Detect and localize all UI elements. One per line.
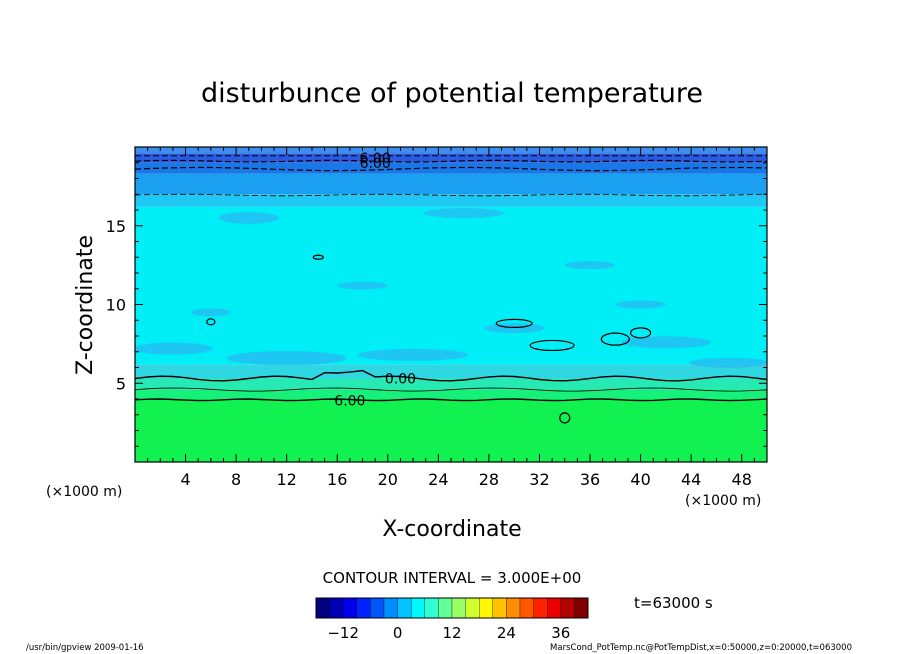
contour-label-2: 6.00 — [360, 151, 391, 167]
colorbar-tick-label: 24 — [497, 624, 516, 642]
x-tick-label: 16 — [327, 470, 347, 489]
colorbar-tick-labels: −12 0 12 24 36 — [327, 624, 570, 642]
patch-1 — [226, 351, 347, 366]
patch-6 — [218, 211, 279, 224]
x-tick-label: 48 — [732, 470, 752, 489]
layer-1 — [135, 389, 767, 399]
plot-area — [135, 147, 767, 462]
colorbar-cell — [397, 597, 412, 619]
y-tick-label: 10 — [106, 296, 126, 315]
contour-interval-text: CONTOUR INTERVAL = 3.000E+00 — [323, 569, 582, 587]
y-tick-label: 15 — [106, 217, 126, 236]
colorbar-cell — [424, 597, 439, 619]
chart-title: disturbunce of potential temperature — [201, 78, 703, 109]
colorbar-tick-label: 12 — [442, 624, 461, 642]
x-tick-label: 4 — [180, 470, 190, 489]
contour-neg3 — [135, 193, 767, 197]
x-tick-label: 8 — [231, 470, 241, 489]
colorbar-cell — [574, 597, 589, 619]
colorbar-cell — [547, 597, 561, 619]
layer-2 — [135, 378, 767, 390]
x-tick-label: 32 — [529, 470, 549, 489]
x-unit-left: (×1000 m) — [46, 484, 122, 500]
contour-label-0: 0.00 — [385, 372, 416, 388]
patch-7 — [423, 208, 504, 219]
colorbar-cell — [329, 597, 344, 619]
colorbar-cell — [492, 597, 507, 619]
colorbar-cell — [383, 597, 398, 619]
x-unit-right: (×1000 m) — [685, 493, 761, 509]
colorbar-cell — [560, 597, 575, 619]
x-tick-label: 12 — [277, 470, 297, 489]
colorbar-tick-label: 0 — [393, 624, 403, 642]
colorbar-cell — [411, 597, 425, 619]
contour-neg6 — [135, 166, 767, 172]
closed-contour-2 — [600, 332, 630, 346]
contour-6 — [135, 398, 767, 402]
closed-contour-4 — [312, 254, 324, 260]
colorbar-tick-label: 36 — [551, 624, 570, 642]
footer-right: MarsCond_PotTemp.nc@PotTempDist,x=0:5000… — [550, 643, 852, 653]
layer-3 — [135, 364, 767, 379]
y-tick-labels: 5 10 15 — [106, 217, 126, 394]
axis-ticks — [135, 147, 767, 462]
closed-contour-3 — [629, 327, 652, 339]
colorbar-cell — [315, 597, 330, 619]
contour-neg9 — [135, 159, 767, 163]
layer-6 — [135, 173, 767, 195]
patch-11 — [615, 300, 666, 309]
x-tick-labels: 4 8 12 16 20 24 28 32 36 40 44 48 — [180, 470, 751, 489]
colorbar-cell — [519, 597, 534, 619]
heatmap-layers — [135, 147, 767, 462]
patch-10 — [190, 308, 231, 317]
patch-2 — [358, 348, 469, 361]
contour-label-1: 6.00 — [334, 394, 365, 410]
colorbar-cell — [533, 597, 548, 619]
contour-3 — [135, 387, 767, 392]
x-axis-label: X-coordinate — [382, 517, 521, 542]
x-tick-label: 20 — [378, 470, 398, 489]
colorbar-cell — [465, 597, 480, 619]
x-tick-label: 40 — [630, 470, 650, 489]
layer-7 — [135, 162, 767, 174]
patch-5 — [689, 357, 767, 368]
colorbar-cell — [370, 597, 385, 619]
x-tick-label: 28 — [479, 470, 499, 489]
closed-contour-5 — [559, 412, 571, 424]
x-tick-label: 24 — [428, 470, 448, 489]
x-tick-label: 36 — [580, 470, 600, 489]
contour-labels: 0.006.006.006.00 — [334, 151, 416, 410]
y-tick-label: 5 — [116, 374, 126, 393]
contour-lines — [135, 155, 767, 424]
colorbar-tick-label: −12 — [327, 624, 359, 642]
time-text: t=63000 s — [634, 594, 713, 612]
closed-contour-6 — [206, 318, 216, 326]
patch-8 — [337, 281, 388, 290]
y-axis-label: Z-coordinate — [73, 235, 98, 375]
layer-0 — [135, 399, 767, 462]
footer-left: /usr/bin/gpview 2009-01-16 — [26, 643, 144, 653]
colorbar-cell — [343, 597, 357, 619]
closed-contour-1 — [529, 339, 575, 352]
contour-label-3: 6.00 — [360, 156, 391, 172]
colorbar — [315, 597, 589, 619]
colorbar-frame — [315, 597, 589, 619]
layer-5 — [135, 194, 767, 207]
colorbar-cell — [479, 597, 493, 619]
patch-4 — [620, 336, 711, 349]
contour-0 — [135, 369, 767, 382]
patch-3 — [484, 323, 545, 334]
patch-0 — [135, 342, 213, 355]
x-tick-label: 44 — [681, 470, 701, 489]
colorbar-cell — [506, 597, 521, 619]
colorbar-cell — [451, 597, 466, 619]
layer-8 — [135, 153, 767, 163]
closed-contour-0 — [495, 318, 533, 328]
colorbar-cell — [356, 597, 371, 619]
colorbar-cell — [438, 597, 453, 619]
patch-9 — [565, 261, 616, 270]
